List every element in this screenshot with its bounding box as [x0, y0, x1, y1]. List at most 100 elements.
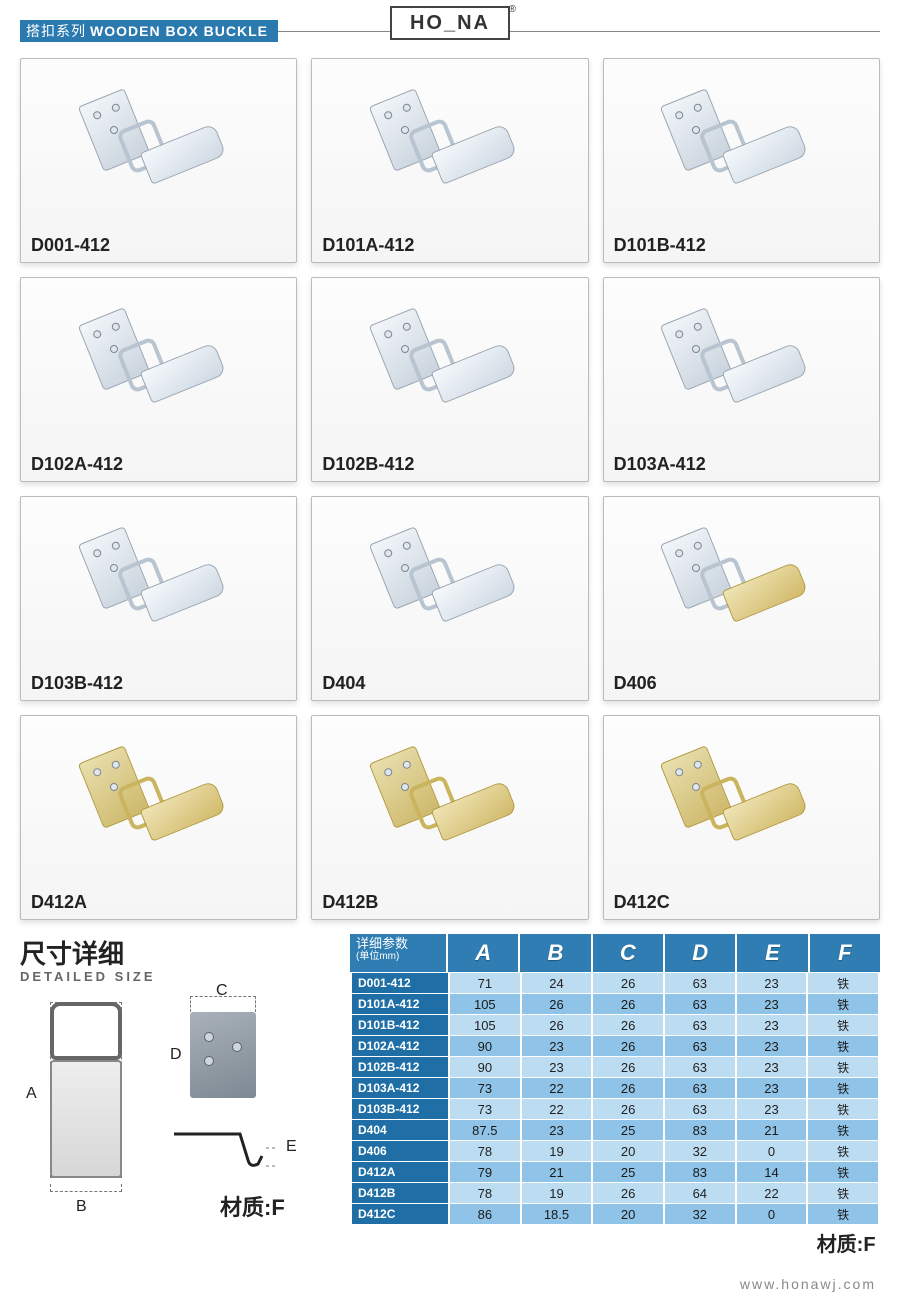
brand-logo: HO_NA [390, 6, 510, 40]
dim-label-b: B [76, 1198, 87, 1216]
cell: 26 [593, 1078, 663, 1098]
cell: 铁 [808, 1099, 878, 1119]
buckle-icon [370, 527, 530, 647]
cell: 18.5 [522, 1204, 592, 1224]
cell: 铁 [808, 1036, 878, 1056]
spec-table: D001-4127124266323铁D101A-41210526266323铁… [350, 972, 880, 1225]
cell: 63 [665, 1099, 735, 1119]
size-detail-box: 尺寸详细 DETAILED SIZE A B C D E 材质:F [20, 934, 340, 1258]
cell: 78 [450, 1183, 520, 1203]
product-card: D103B-412 [20, 496, 297, 701]
bottom-section: 尺寸详细 DETAILED SIZE A B C D E 材质:F [0, 928, 900, 1276]
product-card: D412A [20, 715, 297, 920]
cell: 铁 [808, 1057, 878, 1077]
cell: 19 [522, 1183, 592, 1203]
product-card: D101A-412 [311, 58, 588, 263]
diagram-side-plate [190, 1012, 256, 1098]
page-header: 搭扣系列WOODEN BOX BUCKLE HO_NA [0, 0, 900, 48]
cell: 63 [665, 1015, 735, 1035]
series-title-zh: 搭扣系列 [26, 23, 86, 39]
row-name: D103A-412 [352, 1078, 448, 1098]
cell: 23 [522, 1120, 592, 1140]
buckle-icon [79, 308, 239, 428]
cell: 63 [665, 1078, 735, 1098]
spec-col-E: E [735, 934, 807, 972]
cell: 23 [737, 1015, 807, 1035]
cell: 铁 [808, 1141, 878, 1161]
diagram-cap [50, 1002, 122, 1060]
cell: 26 [593, 973, 663, 993]
row-name: D412B [352, 1183, 448, 1203]
product-grid: D001-412D101A-412 D101B-412 D102A-412 D102B… [0, 48, 900, 928]
cell: 23 [737, 1099, 807, 1119]
row-name: D103B-412 [352, 1099, 448, 1119]
diagram-hook [170, 1120, 280, 1170]
footer-url: www.honawj.com [0, 1276, 900, 1302]
product-card: D103A-412 [603, 277, 880, 482]
spec-col-F: F [808, 934, 880, 972]
cell: 63 [665, 994, 735, 1014]
cell: 铁 [808, 994, 878, 1014]
table-row: D101B-41210526266323铁 [352, 1015, 878, 1035]
cell: 23 [737, 994, 807, 1014]
product-card: D404 [311, 496, 588, 701]
spec-table-wrap: 详细参数 (单位mm) ABCDEF D001-4127124266323铁D1… [350, 934, 880, 1258]
product-card: D001-412 [20, 58, 297, 263]
cell: 铁 [808, 1204, 878, 1224]
cell: 83 [665, 1120, 735, 1140]
cell: 63 [665, 1036, 735, 1056]
cell: 26 [522, 1015, 592, 1035]
table-row: D103A-4127322266323铁 [352, 1078, 878, 1098]
product-card: D102A-412 [20, 277, 297, 482]
row-name: D102A-412 [352, 1036, 448, 1056]
product-code: D102B-412 [322, 450, 577, 475]
buckle-icon [661, 89, 821, 209]
dim-label-e: E [286, 1138, 297, 1156]
cell: 26 [593, 1099, 663, 1119]
cell: 23 [737, 1057, 807, 1077]
cell: 105 [450, 1015, 520, 1035]
buckle-icon [79, 746, 239, 866]
diagram-handle [50, 1060, 122, 1178]
buckle-icon [661, 527, 821, 647]
table-row: D40487.523258321铁 [352, 1120, 878, 1140]
series-title-en: WOODEN BOX BUCKLE [90, 23, 268, 39]
product-code: D412A [31, 888, 286, 913]
cell: 26 [593, 1183, 663, 1203]
spec-col-D: D [663, 934, 735, 972]
spec-col-A: A [446, 934, 518, 972]
product-code: D103A-412 [614, 450, 869, 475]
cell: 79 [450, 1162, 520, 1182]
spec-col-C: C [591, 934, 663, 972]
table-row: D406781920320铁 [352, 1141, 878, 1161]
spec-footer-material: 材质:F [808, 1228, 878, 1257]
product-code: D404 [322, 669, 577, 694]
series-title-bar: 搭扣系列WOODEN BOX BUCKLE [20, 20, 278, 42]
dim-label-c: C [216, 982, 228, 1000]
size-title-en: DETAILED SIZE [20, 969, 340, 984]
cell: 90 [450, 1057, 520, 1077]
buckle-icon [370, 89, 530, 209]
cell: 铁 [808, 1015, 878, 1035]
row-name: D102B-412 [352, 1057, 448, 1077]
table-row: D001-4127124266323铁 [352, 973, 878, 993]
cell: 20 [593, 1141, 663, 1161]
buckle-icon [370, 746, 530, 866]
dim-label-a: A [26, 1085, 37, 1103]
cell: 23 [737, 1036, 807, 1056]
cell: 105 [450, 994, 520, 1014]
row-name: D101B-412 [352, 1015, 448, 1035]
product-code: D101B-412 [614, 231, 869, 256]
cell: 26 [522, 994, 592, 1014]
cell: 90 [450, 1036, 520, 1056]
cell: 83 [665, 1162, 735, 1182]
table-row: D103B-4127322266323铁 [352, 1099, 878, 1119]
material-label: 材质:F [220, 1190, 285, 1222]
catalog-page: 搭扣系列WOODEN BOX BUCKLE HO_NA D001-412D101… [0, 0, 900, 1302]
product-card: D406 [603, 496, 880, 701]
product-code: D412C [614, 888, 869, 913]
row-name: D412C [352, 1204, 448, 1224]
cell: 63 [665, 1057, 735, 1077]
cell: 铁 [808, 1183, 878, 1203]
cell: 63 [665, 973, 735, 993]
